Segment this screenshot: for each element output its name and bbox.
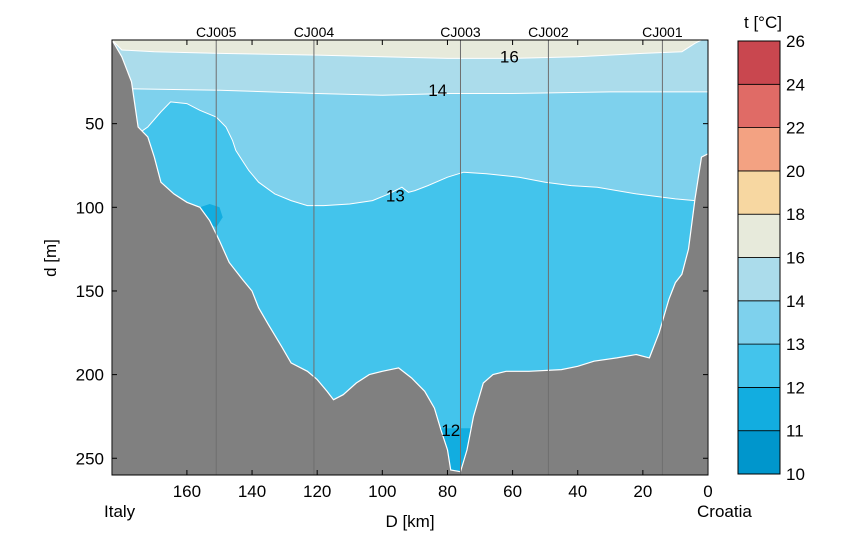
colorbar-segment: [737, 257, 781, 302]
station-label: CJ005: [196, 24, 237, 40]
colorbar-segment: [737, 386, 781, 432]
x-tick-label: 100: [368, 482, 396, 501]
colorbar-frame: [737, 40, 781, 475]
colorbar-segment: [737, 343, 781, 388]
colorbar: 10 11 12 13 14 16 18 20 22 24 26: [737, 32, 805, 484]
station-label: CJ004: [294, 24, 335, 40]
x-tick-label: 140: [238, 482, 266, 501]
plot-frame: [111, 39, 709, 476]
colorbar-tick-label: 10: [786, 465, 805, 484]
colorbar-title: t [°C]: [744, 13, 782, 32]
colorbar-tick-label: 14: [786, 292, 805, 311]
seabed: [112, 40, 708, 475]
x-tick-label: 60: [503, 482, 522, 501]
x-tick-label: 40: [568, 482, 587, 501]
colorbar-tick-label: 11: [786, 422, 804, 441]
band-16-18: [112, 40, 702, 59]
station-label: CJ003: [440, 24, 481, 40]
y-tick-label: 50: [85, 115, 104, 134]
contour-label: 16: [500, 48, 519, 67]
colorbar-tick-label: 13: [786, 335, 805, 354]
y-tick-label: 250: [76, 449, 104, 468]
colorbar-segment: [737, 170, 781, 215]
colorbar-tick-label: 20: [786, 162, 805, 181]
colorbar-tick-label: 26: [786, 32, 805, 51]
colorbar-segment: [737, 300, 781, 345]
colorbar-segment: [737, 127, 781, 172]
contour-label: 14: [428, 81, 447, 100]
x-axis-label: D [km]: [385, 512, 434, 531]
station-label: CJ001: [642, 24, 683, 40]
station-label: CJ002: [528, 24, 569, 40]
y-tick-label: 100: [76, 198, 104, 217]
y-axis-label: d [m]: [41, 239, 60, 277]
x-tick-label: 120: [303, 482, 331, 501]
contour-label: 13: [386, 187, 405, 206]
y-tick-label: 200: [76, 366, 104, 385]
colorbar-segment: [737, 83, 781, 129]
colorbar-tick-label: 24: [786, 75, 805, 94]
x-tick-label: 0: [703, 482, 712, 501]
x-tick-label: 160: [173, 482, 201, 501]
colorbar-tick-label: 18: [786, 205, 805, 224]
y-tick-label: 150: [76, 282, 104, 301]
colorbar-segment: [737, 213, 781, 258]
contour-label: 12: [441, 421, 460, 440]
x-tick-label: 20: [633, 482, 652, 501]
colorbar-tick-label: 12: [786, 378, 805, 397]
plot-area: 16 14 13 12: [112, 40, 708, 475]
left-end-label: Italy: [104, 502, 136, 521]
colorbar-tick-label: 16: [786, 249, 805, 268]
colorbar-segment: [737, 430, 781, 475]
colorbar-tick-label: 22: [786, 119, 805, 138]
colorbar-segment: [737, 40, 781, 85]
right-end-label: Croatia: [697, 502, 752, 521]
x-tick-label: 80: [438, 482, 457, 501]
